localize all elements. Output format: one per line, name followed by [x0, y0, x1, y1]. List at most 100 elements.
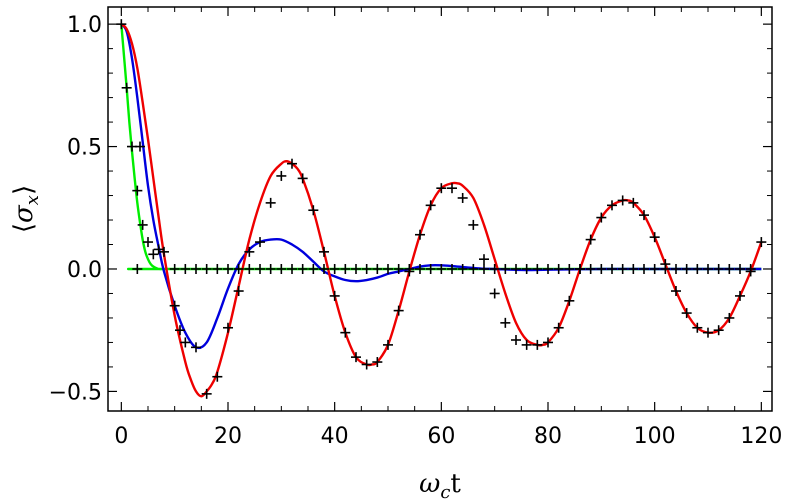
- data-point-marker: [511, 263, 521, 274]
- plot-frame: [107, 6, 773, 412]
- data-point-marker: [735, 290, 745, 301]
- y-tick-label: 1.0: [67, 13, 102, 38]
- data-point-marker: [617, 195, 628, 206]
- data-point-marker: [233, 263, 244, 274]
- x-tick-label: 80: [534, 424, 562, 449]
- data-point-marker: [121, 82, 132, 93]
- data-point-marker: [340, 327, 351, 338]
- data-point-marker: [607, 263, 617, 274]
- series-line-1: [120, 23, 762, 350]
- data-point-marker: [169, 263, 180, 274]
- data-point-marker: [175, 325, 185, 336]
- data-point-marker: [745, 263, 756, 274]
- data-point-marker: [297, 263, 308, 274]
- data-point-marker: [607, 200, 617, 211]
- data-point-marker: [425, 263, 436, 274]
- data-point-marker: [575, 263, 585, 274]
- data-point-marker: [135, 141, 145, 152]
- data-point-marker: [649, 232, 660, 243]
- data-point-marker: [308, 263, 319, 274]
- data-point-marker: [132, 185, 143, 196]
- data-point-marker: [223, 322, 233, 333]
- data-point-marker: [671, 286, 681, 297]
- data-point-marker: [297, 173, 308, 184]
- data-point-marker: [329, 263, 340, 274]
- data-point-marker: [276, 170, 287, 181]
- data-point-marker: [628, 197, 639, 208]
- series-line-0: [120, 24, 762, 271]
- series-layer: [120, 23, 763, 398]
- data-point-marker: [148, 249, 159, 260]
- data-point-marker: [681, 263, 692, 274]
- data-point-marker: [436, 263, 447, 274]
- data-point-marker: [543, 263, 553, 274]
- data-point-marker: [447, 183, 457, 194]
- series-line-2: [120, 23, 763, 398]
- data-point-marker: [153, 244, 164, 255]
- data-point-marker: [372, 263, 383, 274]
- data-point-marker: [564, 295, 575, 306]
- data-point-marker: [244, 263, 255, 274]
- y-tick-label: 0.5: [67, 136, 102, 161]
- data-point-marker: [511, 334, 521, 345]
- data-point-marker: [425, 200, 436, 211]
- y-axis-title: ⟨σx⟩: [9, 185, 43, 233]
- plot-area: 0 20 40 60 80 100 120 1.0 0.5 0.0 −0.5: [49, 6, 782, 449]
- data-point-marker: [553, 263, 564, 274]
- data-point-marker: [479, 254, 489, 265]
- data-point-marker: [201, 388, 212, 399]
- data-point-marker: [735, 263, 745, 274]
- x-tick-label: 40: [321, 424, 349, 449]
- data-point-marker: [393, 305, 404, 316]
- data-point-marker: [361, 359, 372, 370]
- data-point-marker: [500, 263, 511, 274]
- data-point-marker: [319, 246, 329, 257]
- x-tick-label: 100: [634, 424, 676, 449]
- data-point-marker: [415, 229, 425, 240]
- x-tick-label: 120: [740, 424, 782, 449]
- data-point-marker: [223, 263, 233, 274]
- data-point-marker: [521, 339, 532, 350]
- data-point-marker: [265, 197, 276, 208]
- data-point-marker: [713, 325, 724, 336]
- x-tick-label: 60: [427, 424, 455, 449]
- data-point-marker: [180, 263, 191, 274]
- data-point-marker: [393, 263, 404, 274]
- data-point-marker: [116, 19, 127, 30]
- data-point-marker: [329, 290, 340, 301]
- data-point-marker: [532, 263, 543, 274]
- y-tick-label: −0.5: [49, 380, 102, 405]
- data-point-marker: [255, 237, 265, 248]
- x-axis-title: ωct: [419, 469, 461, 502]
- data-point-marker: [159, 246, 169, 257]
- x-tick-label: 0: [114, 424, 128, 449]
- data-point-marker: [521, 263, 532, 274]
- data-point-marker: [351, 263, 361, 274]
- data-point-marker: [703, 263, 713, 274]
- data-point-marker: [756, 237, 767, 248]
- data-point-marker: [703, 327, 713, 338]
- data-point-marker: [383, 263, 393, 274]
- data-point-marker: [724, 263, 735, 274]
- data-point-marker: [489, 288, 500, 299]
- data-point-marker: [585, 263, 596, 274]
- data-point-marker: [596, 263, 607, 274]
- data-point-marker: [351, 352, 361, 363]
- data-point-marker: [692, 263, 703, 274]
- data-point-marker: [479, 263, 489, 274]
- data-point-marker: [628, 263, 639, 274]
- data-point-marker: [671, 263, 681, 274]
- data-point-marker: [212, 371, 223, 382]
- tick-layer: 0 20 40 60 80 100 120 1.0 0.5 0.0 −0.5: [49, 7, 782, 449]
- data-point-marker: [143, 237, 153, 248]
- data-point-marker: [372, 357, 383, 368]
- data-point-marker: [553, 322, 564, 333]
- data-point-marker: [319, 263, 329, 274]
- data-point-marker: [169, 300, 180, 311]
- data-point-marker: [724, 312, 735, 323]
- y-tick-label: 0.0: [67, 258, 102, 283]
- data-point-marker: [596, 212, 607, 223]
- data-point-marker: [265, 263, 276, 274]
- data-point-marker: [287, 158, 297, 169]
